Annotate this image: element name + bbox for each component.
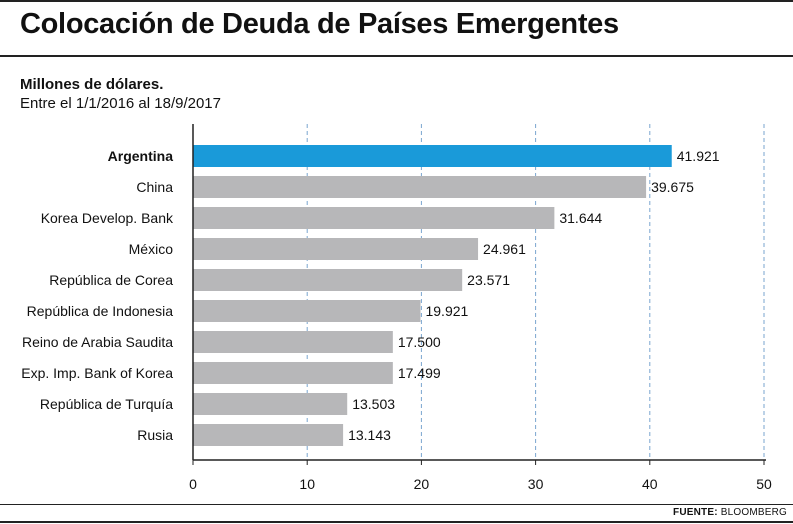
category-label-9: Rusia	[137, 427, 173, 443]
bar-0	[193, 145, 672, 167]
value-label-3: 24.961	[483, 241, 526, 257]
category-label-5: República de Indonesia	[27, 303, 174, 319]
value-label-2: 31.644	[559, 210, 602, 226]
value-label-6: 17.500	[398, 334, 441, 350]
category-label-1: China	[136, 179, 173, 195]
category-label-4: República de Corea	[49, 272, 173, 288]
value-label-1: 39.675	[651, 179, 694, 195]
bar-8	[193, 393, 348, 415]
source-note: FUENTE: BLOOMBERG	[673, 507, 787, 518]
source-label: FUENTE:	[673, 507, 718, 518]
category-label-6: Reino de Arabia Saudita	[22, 334, 173, 350]
value-label-7: 17.499	[398, 365, 441, 381]
top-rule	[0, 0, 793, 2]
category-label-3: México	[129, 241, 174, 257]
category-label-8: República de Turquía	[40, 396, 173, 412]
date-range: Entre el 1/1/2016 al 18/9/2017	[20, 95, 221, 112]
bar-1	[193, 176, 647, 198]
bottom-rule	[0, 521, 793, 523]
category-label-0: Argentina	[108, 148, 174, 164]
title-divider	[0, 55, 793, 57]
source-name: BLOOMBERG	[720, 507, 787, 518]
value-label-8: 13.503	[352, 396, 395, 412]
chart-title: Colocación de Deuda de Países Emergentes	[20, 8, 619, 40]
x-tick-label-30: 30	[528, 476, 544, 492]
value-label-4: 23.571	[467, 272, 510, 288]
bar-3	[193, 238, 479, 260]
value-label-0: 41.921	[677, 148, 720, 164]
value-label-9: 13.143	[348, 427, 391, 443]
category-label-2: Korea Develop. Bank	[41, 210, 174, 226]
unit-subtitle: Millones de dólares.	[20, 76, 164, 93]
category-label-7: Exp. Imp. Bank of Korea	[21, 365, 173, 381]
x-tick-label-20: 20	[414, 476, 430, 492]
bar-7	[193, 362, 393, 384]
bar-4	[193, 269, 463, 291]
bar-9	[193, 424, 344, 446]
bar-6	[193, 331, 393, 353]
x-tick-label-50: 50	[756, 476, 772, 492]
value-label-5: 19.921	[425, 303, 468, 319]
source-divider	[0, 504, 793, 505]
bar-2	[193, 207, 555, 229]
x-tick-label-0: 0	[189, 476, 197, 492]
x-tick-label-40: 40	[642, 476, 658, 492]
x-tick-label-10: 10	[299, 476, 315, 492]
bar-5	[193, 300, 421, 322]
